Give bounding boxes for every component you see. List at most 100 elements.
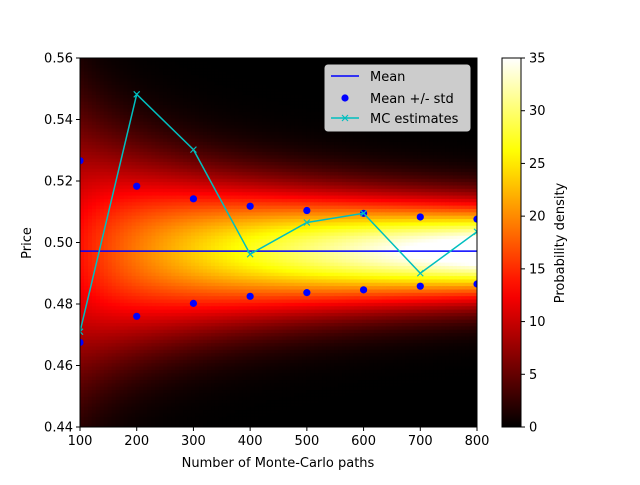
heatmap-cell (222, 219, 228, 223)
heatmap-cell (218, 202, 224, 207)
heatmap-cell (195, 316, 200, 321)
heatmap-cell (214, 185, 220, 190)
heatmap-cell (115, 239, 121, 244)
heatmap-cell (167, 349, 172, 354)
heatmap-cell (87, 222, 93, 227)
heatmap-cell (143, 349, 149, 354)
heatmap-cell (87, 84, 93, 89)
heatmap-cell (95, 138, 101, 143)
heatmap-cell (139, 175, 145, 180)
heatmap-cell (199, 151, 204, 156)
heatmap-cell (203, 356, 208, 361)
heatmap-cell (95, 212, 101, 217)
heatmap-cell (123, 212, 129, 217)
heatmap-cell (246, 356, 252, 361)
heatmap-cell (103, 64, 109, 69)
heatmap-cell (80, 108, 85, 113)
heatmap-cell (147, 61, 153, 66)
heatmap-cell (103, 88, 109, 93)
heatmap-cell (155, 339, 160, 344)
heatmap-cell (115, 182, 121, 187)
heatmap-cell (159, 219, 164, 223)
heatmap-cell (143, 208, 149, 213)
heatmap-cell (207, 229, 212, 234)
heatmap-cell (107, 125, 113, 130)
heatmap-cell (127, 158, 133, 163)
heatmap-cell (111, 316, 117, 321)
heatmap-cell (218, 299, 224, 304)
heatmap-cell (163, 242, 168, 247)
heatmap-cell (222, 94, 228, 99)
heatmap-cell (191, 141, 196, 146)
heatmap-cell (111, 269, 117, 274)
heatmap-cell (187, 168, 192, 173)
heatmap-cell (191, 212, 196, 217)
heatmap-cell (87, 373, 93, 378)
heatmap-cell (123, 316, 129, 321)
heatmap-cell (87, 339, 93, 344)
heatmap-cell (91, 423, 97, 427)
heatmap-cell (250, 400, 256, 405)
heatmap-cell (119, 416, 125, 421)
heatmap-cell (139, 302, 145, 307)
heatmap-cell (175, 84, 180, 89)
heatmap-cell (218, 282, 224, 287)
heatmap-cell (80, 309, 85, 314)
heatmap-cell (211, 400, 216, 405)
heatmap-cell (91, 208, 97, 213)
heatmap-cell (87, 316, 93, 321)
heatmap-cell (139, 336, 145, 341)
heatmap-cell (135, 410, 141, 415)
heatmap-cell (143, 393, 149, 398)
heatmap-cell (195, 302, 200, 307)
heatmap-cell (103, 178, 109, 183)
heatmap-cell (91, 141, 97, 146)
heatmap-cell (211, 235, 216, 240)
heatmap-cell (226, 131, 232, 136)
heatmap-cell (111, 135, 117, 140)
heatmap-cell (179, 94, 184, 99)
heatmap-cell (95, 242, 101, 247)
heatmap-cell (171, 279, 176, 284)
heatmap-cell (87, 145, 93, 150)
heatmap-cell (111, 229, 117, 234)
heatmap-cell (167, 279, 172, 284)
heatmap-cell (214, 178, 220, 183)
heatmap-cell (163, 406, 168, 411)
heatmap-cell (139, 359, 145, 364)
heatmap-cell (195, 58, 200, 62)
heatmap-cell (183, 91, 188, 96)
heatmap-cell (163, 390, 168, 395)
heatmap-cell (135, 148, 141, 153)
heatmap-cell (230, 262, 236, 267)
heatmap-cell (195, 215, 200, 220)
heatmap-cell (183, 420, 188, 425)
heatmap-cell (246, 312, 252, 317)
heatmap-cell (254, 269, 260, 274)
heatmap-cell (238, 312, 244, 317)
heatmap-cell (111, 161, 117, 166)
heatmap-cell (155, 292, 160, 297)
heatmap-cell (246, 208, 252, 213)
heatmap-cell (230, 225, 236, 230)
heatmap-cell (87, 390, 93, 395)
heatmap-cell (234, 390, 240, 395)
heatmap-cell (80, 84, 85, 89)
heatmap-cell (211, 192, 216, 197)
heatmap-cell (143, 151, 149, 156)
heatmap-cell (207, 252, 212, 257)
heatmap-cell (131, 61, 137, 66)
heatmap-cell (119, 232, 125, 237)
heatmap-cell (203, 78, 208, 83)
heatmap-cell (131, 329, 137, 334)
heatmap-cell (147, 396, 153, 401)
heatmap-cell (238, 115, 244, 119)
heatmap-cell (199, 78, 204, 83)
heatmap-cell (214, 138, 220, 143)
heatmap-cell (254, 108, 260, 113)
heatmap-cell (107, 302, 113, 307)
heatmap-cell (191, 145, 196, 150)
heatmap-cell (246, 406, 252, 411)
heatmap-cell (191, 282, 196, 287)
heatmap-cell (214, 319, 220, 324)
